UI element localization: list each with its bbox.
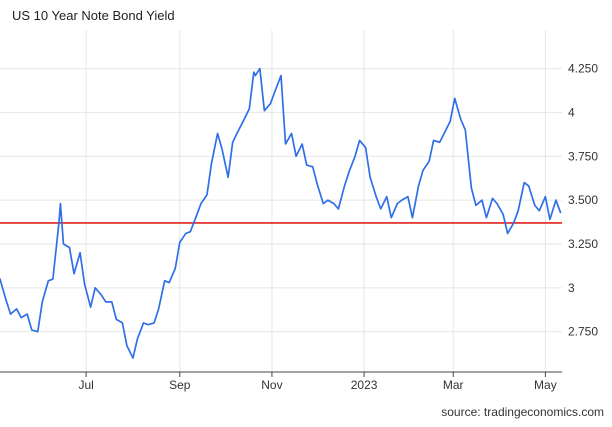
y-tick-label: 3.500 — [568, 193, 598, 207]
y-tick-label: 3.750 — [568, 149, 598, 163]
y-tick-label: 4.250 — [568, 62, 598, 76]
y-axis-ticks: 4.250 4 3.750 3.500 3.250 3 2.750 — [568, 62, 598, 339]
x-tick-label: Mar — [443, 378, 464, 392]
chart-title: US 10 Year Note Bond Yield — [12, 8, 175, 23]
y-tick-label: 2.750 — [568, 325, 598, 339]
y-tick-label: 3.250 — [568, 237, 598, 251]
series-layer — [0, 67, 562, 359]
x-tick-label: 2023 — [351, 378, 378, 392]
x-axis-ticks: Jul Sep Nov 2023 Mar May — [78, 378, 556, 392]
x-tick-label: May — [534, 378, 557, 392]
grid-lines — [0, 30, 562, 372]
source-note: source: tradingeconomics.com — [441, 405, 604, 419]
yield-series-line — [0, 67, 562, 359]
y-tick-label: 3 — [568, 281, 575, 295]
x-tick-label: Nov — [261, 378, 282, 392]
x-tick-label: Jul — [78, 378, 93, 392]
y-tick-label: 4 — [568, 105, 575, 119]
x-axis — [0, 371, 562, 377]
x-tick-label: Sep — [169, 378, 191, 392]
